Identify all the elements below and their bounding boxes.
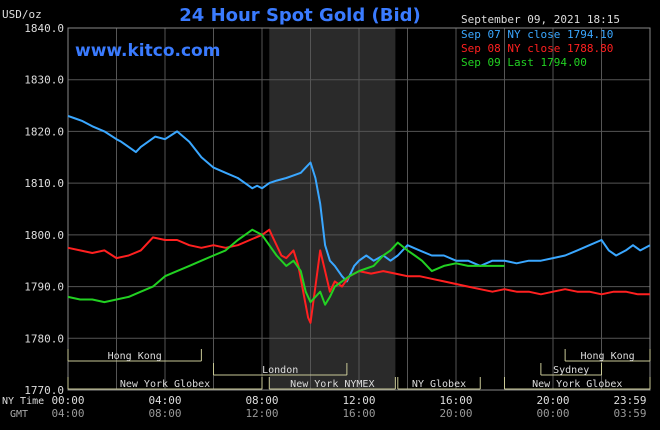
x-tick-ny: 23:59 — [613, 394, 646, 407]
x-tick-gmt: 08:00 — [148, 407, 181, 420]
session-label: New York Globex — [532, 379, 622, 390]
y-tick-label: 1840.0 — [24, 22, 64, 35]
y-tick-label: 1770.0 — [24, 384, 64, 397]
session-bars: Hong Kong Hong Kong London Sydney New York G… — [67, 349, 651, 390]
y-axis-ticks: 1840.0 1830.0 1820.0 1810.0 1800.0 1790.0 1780… — [24, 22, 64, 397]
series-line-1 — [67, 228, 650, 324]
x-tick-ny: 08:00 — [245, 394, 278, 407]
series-line-0 — [67, 114, 651, 283]
series-lines — [67, 114, 651, 324]
x-tick-gmt: 16:00 — [342, 407, 375, 420]
x-axis-ticks: 00:0004:0004:0008:0008:0012:0012:0016:00… — [51, 394, 646, 420]
nymex-session-shading — [269, 28, 396, 390]
session-label: Sydney — [553, 365, 589, 376]
y-tick-label: 1800.0 — [24, 229, 64, 242]
legend-sep09: Sep 09 Last 1794.00 — [461, 56, 587, 69]
session-label: London — [262, 365, 298, 376]
y-tick-label: 1790.0 — [24, 281, 64, 294]
legend-sep08: Sep 08 NY close 1788.80 — [461, 42, 613, 55]
website-label: www.kitco.com — [75, 41, 220, 61]
session-label: New York NYMEX — [290, 379, 374, 390]
x-tick-gmt: 03:59 — [613, 407, 646, 420]
session-label: NY Globex — [412, 379, 466, 390]
y-tick-label: 1810.0 — [24, 177, 64, 190]
session-label: New York Globex — [120, 379, 210, 390]
y-unit-label: USD/oz — [2, 8, 42, 21]
x-tick-ny: 04:00 — [148, 394, 181, 407]
y-tick-label: 1780.0 — [24, 332, 64, 345]
x-tick-gmt: 04:00 — [51, 407, 84, 420]
x-tick-gmt: 12:00 — [245, 407, 278, 420]
x-tick-ny: 00:00 — [51, 394, 84, 407]
timestamp: September 09, 2021 18:15 — [461, 13, 620, 26]
chart-title: 24 Hour Spot Gold (Bid) — [179, 5, 420, 26]
session-label: Hong Kong — [108, 351, 162, 362]
x-tick-ny: 16:00 — [439, 394, 472, 407]
x-axis-ny-time-label: NY Time — [2, 396, 44, 407]
y-tick-label: 1820.0 — [24, 125, 64, 138]
x-axis-gmt-label: GMT — [10, 409, 28, 420]
x-tick-gmt: 20:00 — [439, 407, 472, 420]
plot-border — [67, 27, 651, 391]
x-tick-ny: 12:00 — [342, 394, 375, 407]
y-tick-label: 1830.0 — [24, 74, 64, 87]
x-tick-ny: 20:00 — [536, 394, 569, 407]
x-tick-gmt: 00:00 — [536, 407, 569, 420]
legend-sep07: Sep 07 NY close 1794.10 — [461, 28, 613, 41]
session-label: Hong Kong — [580, 351, 634, 362]
series-line-2 — [67, 228, 505, 306]
